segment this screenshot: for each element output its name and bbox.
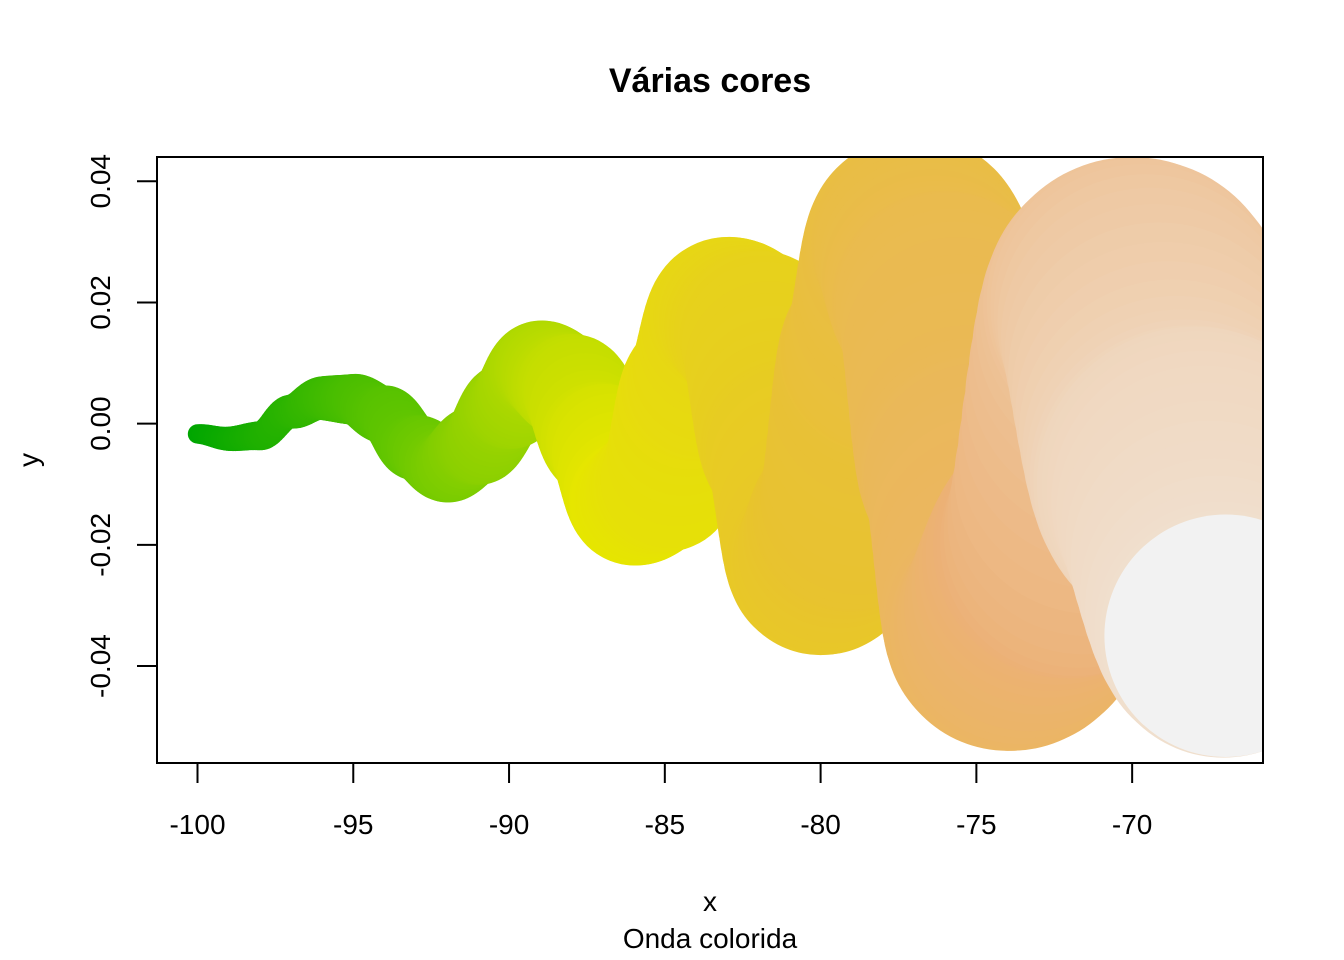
x-tick-label: -80 [800,809,840,840]
y-axis-label: y [13,453,44,467]
y-axis: -0.04 -0.02 0.00 0.02 0.04 [85,154,158,698]
x-axis-label: x [703,886,717,917]
y-tick-label: -0.04 [85,634,116,698]
x-tick-label: -75 [956,809,996,840]
x-tick-label: -95 [333,809,373,840]
x-tick-label: -90 [489,809,529,840]
y-tick-label: 0.04 [85,154,116,209]
x-axis: -100 -95 -90 -85 -80 -75 -70 [169,762,1152,840]
chart-title: Várias cores [609,62,811,100]
x-tick-label: -70 [1112,809,1152,840]
x-tick-label: -100 [169,809,225,840]
x-tick-label: -85 [645,809,685,840]
y-tick-label: -0.02 [85,513,116,577]
y-tick-label: 0.02 [85,275,116,330]
y-tick-label: 0.00 [85,396,116,451]
chart-subtitle: Onda colorida [623,923,798,954]
plot-area [187,157,1263,758]
data-point [1104,514,1263,757]
